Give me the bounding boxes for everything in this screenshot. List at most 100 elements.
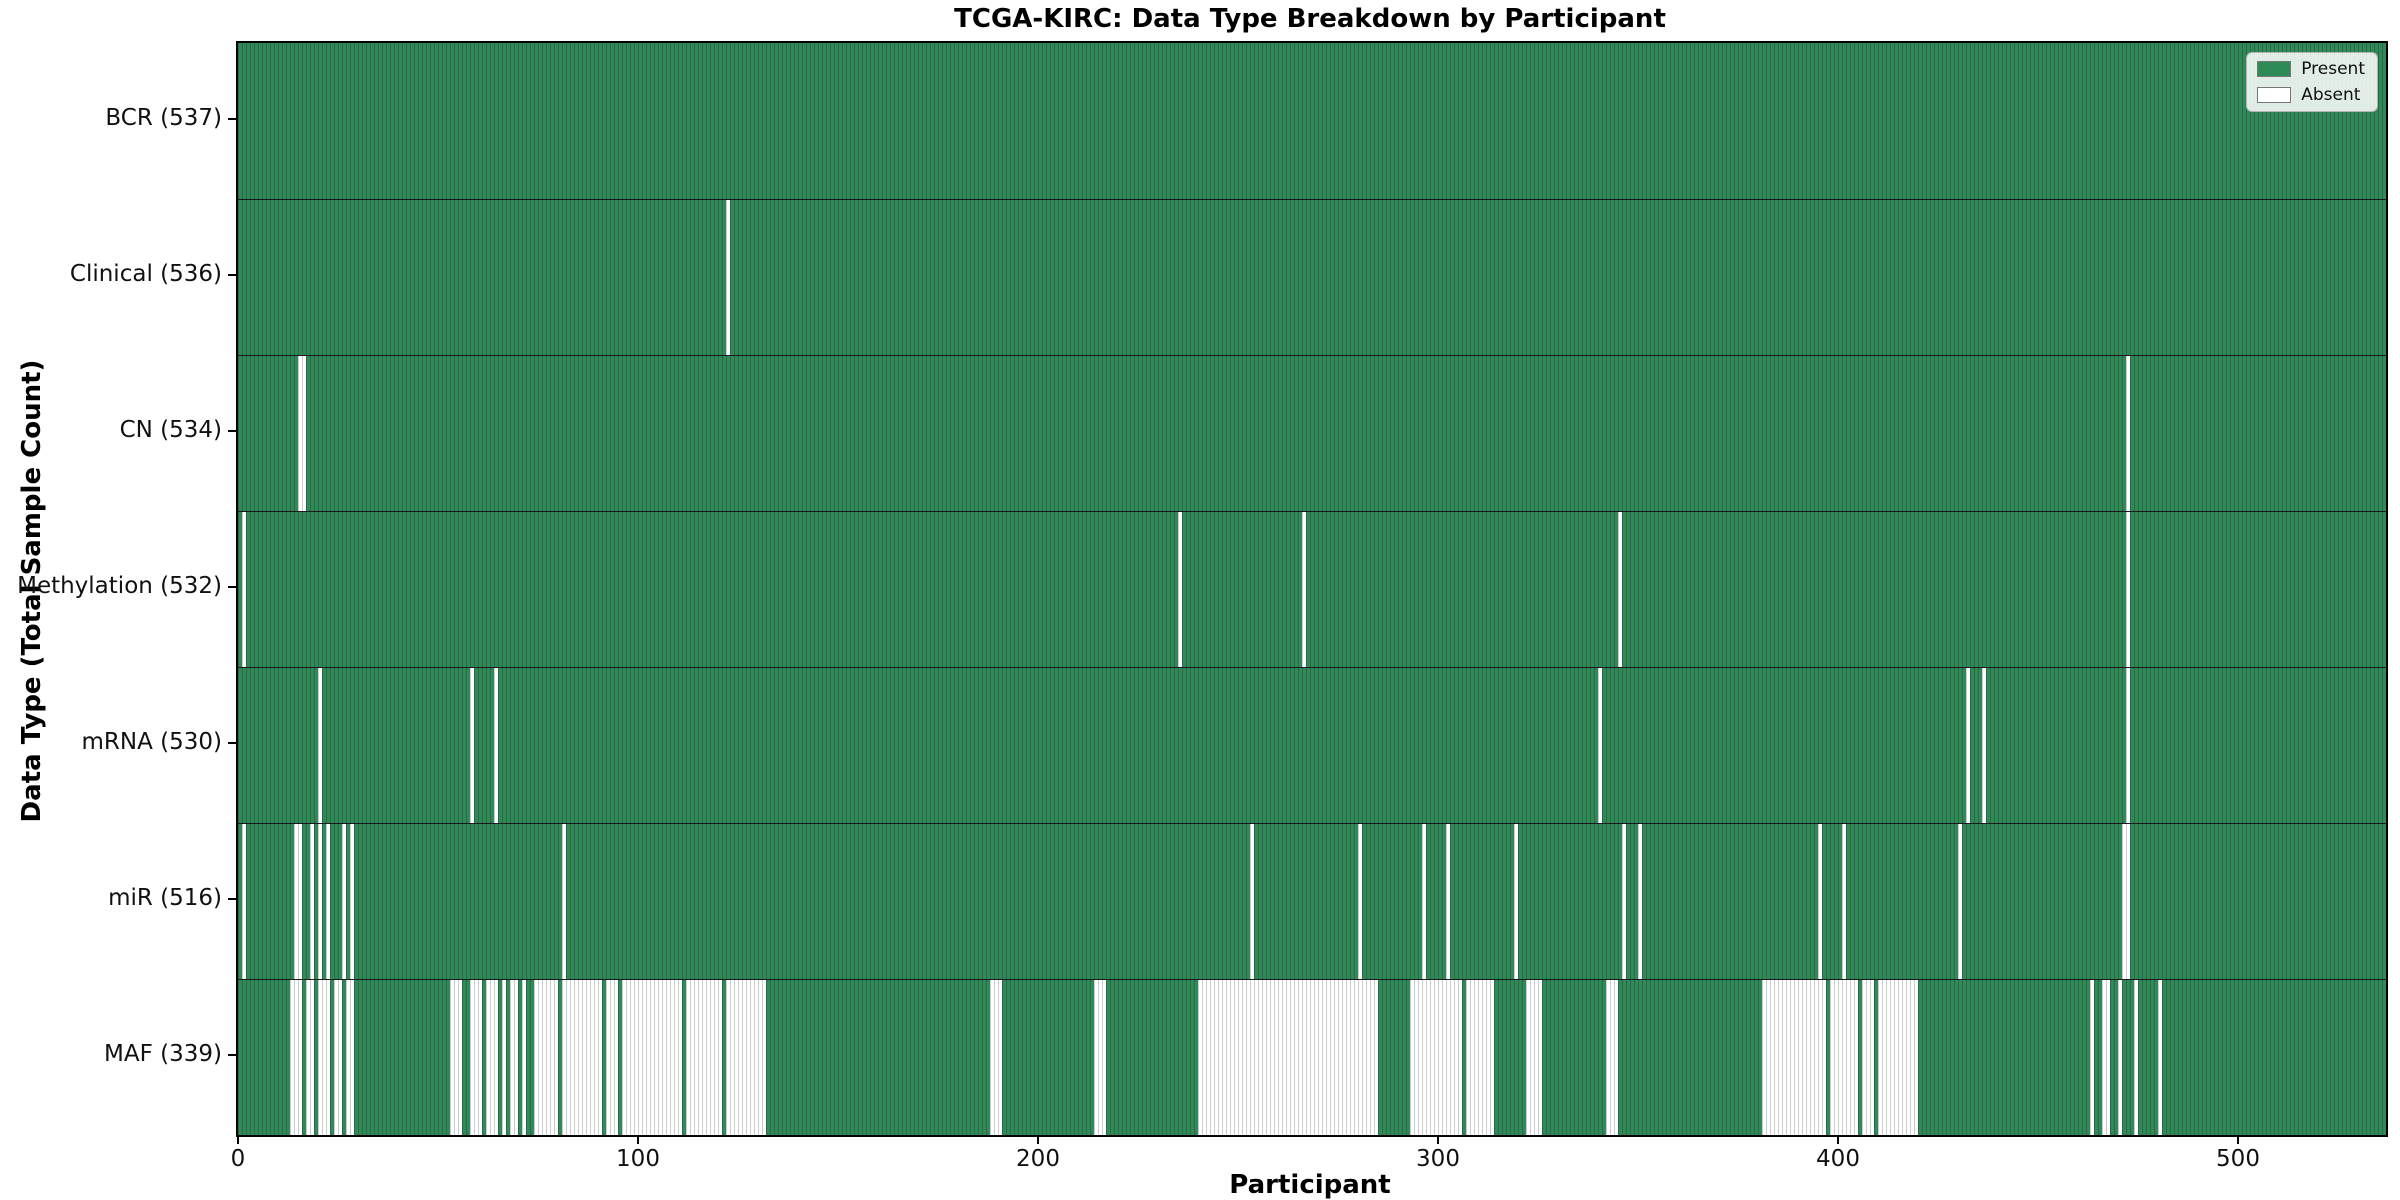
absent-block-mir (1638, 823, 1642, 979)
row-bcr (238, 43, 2386, 199)
absent-block-maf (686, 979, 722, 1135)
x-tick-mark (237, 1135, 239, 1144)
x-axis-label: Participant (1229, 1170, 1391, 1200)
absent-block-maf (502, 979, 506, 1135)
absent-block-mir (318, 823, 322, 979)
row-separator (238, 823, 2386, 824)
absent-block-mir (1514, 823, 1518, 979)
y-tick-mark (228, 742, 236, 744)
absent-block-maf (470, 979, 482, 1135)
absent-block-methylation (1178, 511, 1182, 667)
x-tick-mark (1037, 1135, 1039, 1144)
absent-block-mir (1958, 823, 1962, 979)
absent-block-maf (562, 979, 602, 1135)
absent-block-mir (342, 823, 346, 979)
row-mir (238, 823, 2386, 979)
y-tick-mark (228, 898, 236, 900)
x-tick-label: 100 (616, 1146, 660, 1172)
legend-label-absent: Absent (2301, 85, 2361, 105)
absent-block-mir (1422, 823, 1426, 979)
absent-block-maf (306, 979, 314, 1135)
absent-block-methylation (1618, 511, 1622, 667)
x-tick-label: 500 (2216, 1146, 2260, 1172)
absent-block-mrna (1598, 667, 1602, 823)
y-tick-label-bcr: BCR (537) (105, 105, 222, 131)
absent-block-methylation (242, 511, 246, 667)
absent-block-maf (2090, 979, 2094, 1135)
y-tick-label-mir: miR (516) (108, 885, 222, 911)
absent-block-cn (298, 355, 306, 511)
absent-block-methylation (1302, 511, 1306, 667)
y-tick-label-maf: MAF (339) (104, 1041, 222, 1067)
absent-block-maf (2134, 979, 2138, 1135)
absent-block-mir (2122, 823, 2130, 979)
absent-block-mir (242, 823, 246, 979)
absent-block-mir (1358, 823, 1362, 979)
absent-block-mir (1818, 823, 1822, 979)
absent-block-mrna (2126, 667, 2130, 823)
y-tick-label-clinical: Clinical (536) (69, 261, 222, 287)
y-tick-mark (228, 586, 236, 588)
absent-block-maf (1410, 979, 1462, 1135)
absent-block-mir (1250, 823, 1254, 979)
absent-block-mrna (494, 667, 498, 823)
absent-block-maf (606, 979, 618, 1135)
absent-block-maf (318, 979, 330, 1135)
absent-block-maf (1466, 979, 1494, 1135)
absent-block-maf (510, 979, 518, 1135)
absent-block-cn (2126, 355, 2130, 511)
absent-block-methylation (2126, 511, 2130, 667)
absent-block-mrna (1982, 667, 1986, 823)
absent-block-maf (290, 979, 302, 1135)
absent-block-maf (1094, 979, 1106, 1135)
x-tick-mark (2237, 1135, 2239, 1144)
absent-block-mrna (318, 667, 322, 823)
absent-block-maf (1862, 979, 1874, 1135)
absent-block-mir (1446, 823, 1450, 979)
absent-block-maf (334, 979, 342, 1135)
absent-block-mir (350, 823, 354, 979)
x-tick-mark (1437, 1135, 1439, 1144)
row-separator (238, 667, 2386, 668)
legend-swatch-absent (2257, 87, 2292, 103)
absent-block-maf (1878, 979, 1918, 1135)
legend-item-absent: Absent (2257, 85, 2365, 105)
row-cn (238, 355, 2386, 511)
absent-block-maf (522, 979, 526, 1135)
x-tick-label: 200 (1016, 1146, 1060, 1172)
absent-block-maf (1526, 979, 1542, 1135)
row-separator (238, 199, 2386, 200)
y-tick-mark (228, 118, 236, 120)
absent-block-mrna (1966, 667, 1970, 823)
absent-block-maf (450, 979, 462, 1135)
absent-block-maf (534, 979, 558, 1135)
legend-item-present: Present (2257, 59, 2365, 79)
absent-block-maf (2118, 979, 2122, 1135)
absent-block-mrna (470, 667, 474, 823)
absent-block-maf (346, 979, 354, 1135)
absent-block-mir (1622, 823, 1626, 979)
y-tick-mark (228, 274, 236, 276)
chart-title: TCGA-KIRC: Data Type Breakdown by Partic… (954, 4, 1666, 34)
row-separator (238, 511, 2386, 512)
x-tick-label: 400 (1816, 1146, 1860, 1172)
y-tick-label-mrna: mRNA (530) (81, 729, 222, 755)
absent-block-maf (622, 979, 682, 1135)
absent-block-maf (990, 979, 1002, 1135)
row-separator (238, 979, 2386, 980)
x-tick-mark (637, 1135, 639, 1144)
y-tick-label-cn: CN (534) (119, 417, 222, 443)
y-tick-mark (228, 430, 236, 432)
y-tick-mark (228, 1054, 236, 1056)
x-tick-label: 0 (230, 1146, 246, 1172)
absent-block-maf (1606, 979, 1618, 1135)
absent-block-maf (726, 979, 766, 1135)
absent-block-maf (486, 979, 498, 1135)
absent-block-maf (1830, 979, 1858, 1135)
x-tick-mark (1837, 1135, 1839, 1144)
plot-area: Present Absent (236, 41, 2388, 1137)
absent-block-mir (562, 823, 566, 979)
absent-block-mir (310, 823, 314, 979)
row-methylation (238, 511, 2386, 667)
